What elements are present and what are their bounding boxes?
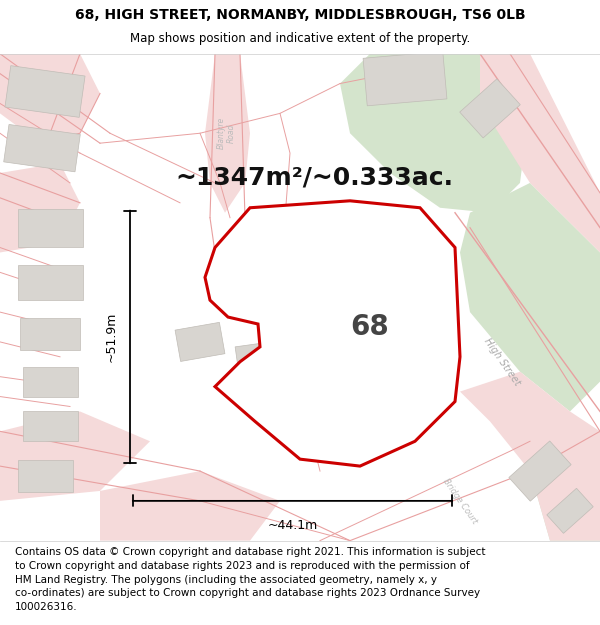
- Polygon shape: [17, 209, 83, 246]
- Text: 68: 68: [350, 313, 389, 341]
- Polygon shape: [17, 265, 83, 299]
- Polygon shape: [23, 367, 77, 396]
- Polygon shape: [547, 488, 593, 533]
- Polygon shape: [363, 51, 447, 106]
- Polygon shape: [4, 124, 80, 172]
- Polygon shape: [23, 411, 77, 441]
- Polygon shape: [269, 392, 322, 431]
- Polygon shape: [460, 79, 520, 138]
- Polygon shape: [460, 372, 600, 541]
- Polygon shape: [0, 411, 150, 501]
- Polygon shape: [205, 201, 460, 466]
- Polygon shape: [235, 339, 295, 384]
- Polygon shape: [20, 318, 80, 350]
- Polygon shape: [509, 441, 571, 501]
- Polygon shape: [17, 460, 73, 492]
- Text: 68, HIGH STREET, NORMANBY, MIDDLESBROUGH, TS6 0LB: 68, HIGH STREET, NORMANBY, MIDDLESBROUGH…: [74, 8, 526, 22]
- Text: Blantyre
Road: Blantyre Road: [217, 117, 236, 149]
- Polygon shape: [100, 471, 280, 541]
- Polygon shape: [0, 163, 80, 252]
- Text: Bridge Court: Bridge Court: [441, 476, 479, 525]
- Polygon shape: [480, 54, 600, 253]
- Text: ~1347m²/~0.333ac.: ~1347m²/~0.333ac.: [175, 166, 453, 190]
- Polygon shape: [460, 183, 600, 411]
- Text: ~51.9m: ~51.9m: [105, 312, 118, 362]
- Polygon shape: [340, 54, 530, 212]
- Polygon shape: [175, 322, 225, 361]
- Polygon shape: [5, 66, 85, 118]
- Text: High Street: High Street: [482, 336, 522, 388]
- Polygon shape: [205, 54, 250, 212]
- Text: ~44.1m: ~44.1m: [268, 519, 317, 532]
- Text: Contains OS data © Crown copyright and database right 2021. This information is : Contains OS data © Crown copyright and d…: [15, 548, 485, 612]
- Polygon shape: [0, 54, 100, 143]
- Polygon shape: [530, 451, 600, 541]
- Polygon shape: [290, 272, 370, 332]
- Text: Map shows position and indicative extent of the property.: Map shows position and indicative extent…: [130, 32, 470, 45]
